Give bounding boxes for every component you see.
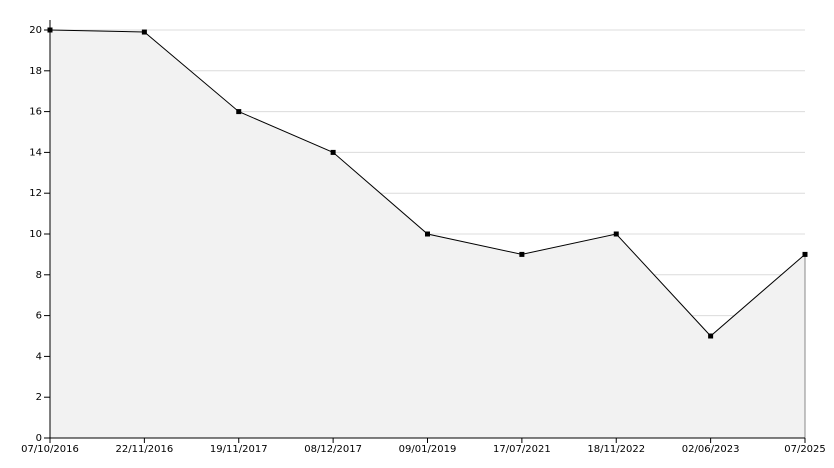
x-tick-label: 08/12/2017: [304, 444, 362, 455]
x-tick-label: 07/10/2016: [21, 444, 79, 455]
point-marker: [330, 149, 336, 155]
y-tick-label: 0: [36, 433, 42, 444]
x-tick-label: 19/11/2017: [210, 444, 268, 455]
x-tick-label: 18/11/2022: [587, 444, 645, 455]
y-tick-label: 4: [36, 351, 42, 362]
y-tick-label: 2: [36, 392, 42, 403]
point-marker: [519, 251, 525, 257]
point-marker: [141, 29, 147, 35]
y-tick-label: 12: [29, 188, 42, 199]
y-tick-label: 6: [36, 311, 42, 322]
point-marker: [613, 231, 619, 237]
x-tick-label: 02/06/2023: [682, 444, 740, 455]
y-tick-label: 14: [29, 147, 42, 158]
point-marker: [802, 251, 808, 257]
y-tick-label: 8: [36, 270, 42, 281]
x-tick-label: 17/07/2021: [493, 444, 551, 455]
point-marker: [425, 231, 430, 237]
x-tick-label: 22/11/2016: [116, 444, 174, 455]
x-tick-label: 07/2025: [784, 444, 826, 455]
y-tick-label: 16: [29, 107, 42, 118]
point-marker: [236, 109, 242, 115]
x-tick-label: 09/01/2019: [399, 444, 457, 455]
point-marker: [708, 333, 714, 339]
y-tick-label: 10: [29, 229, 42, 240]
y-tick-label: 20: [29, 25, 42, 36]
y-tick-label: 18: [29, 66, 42, 77]
